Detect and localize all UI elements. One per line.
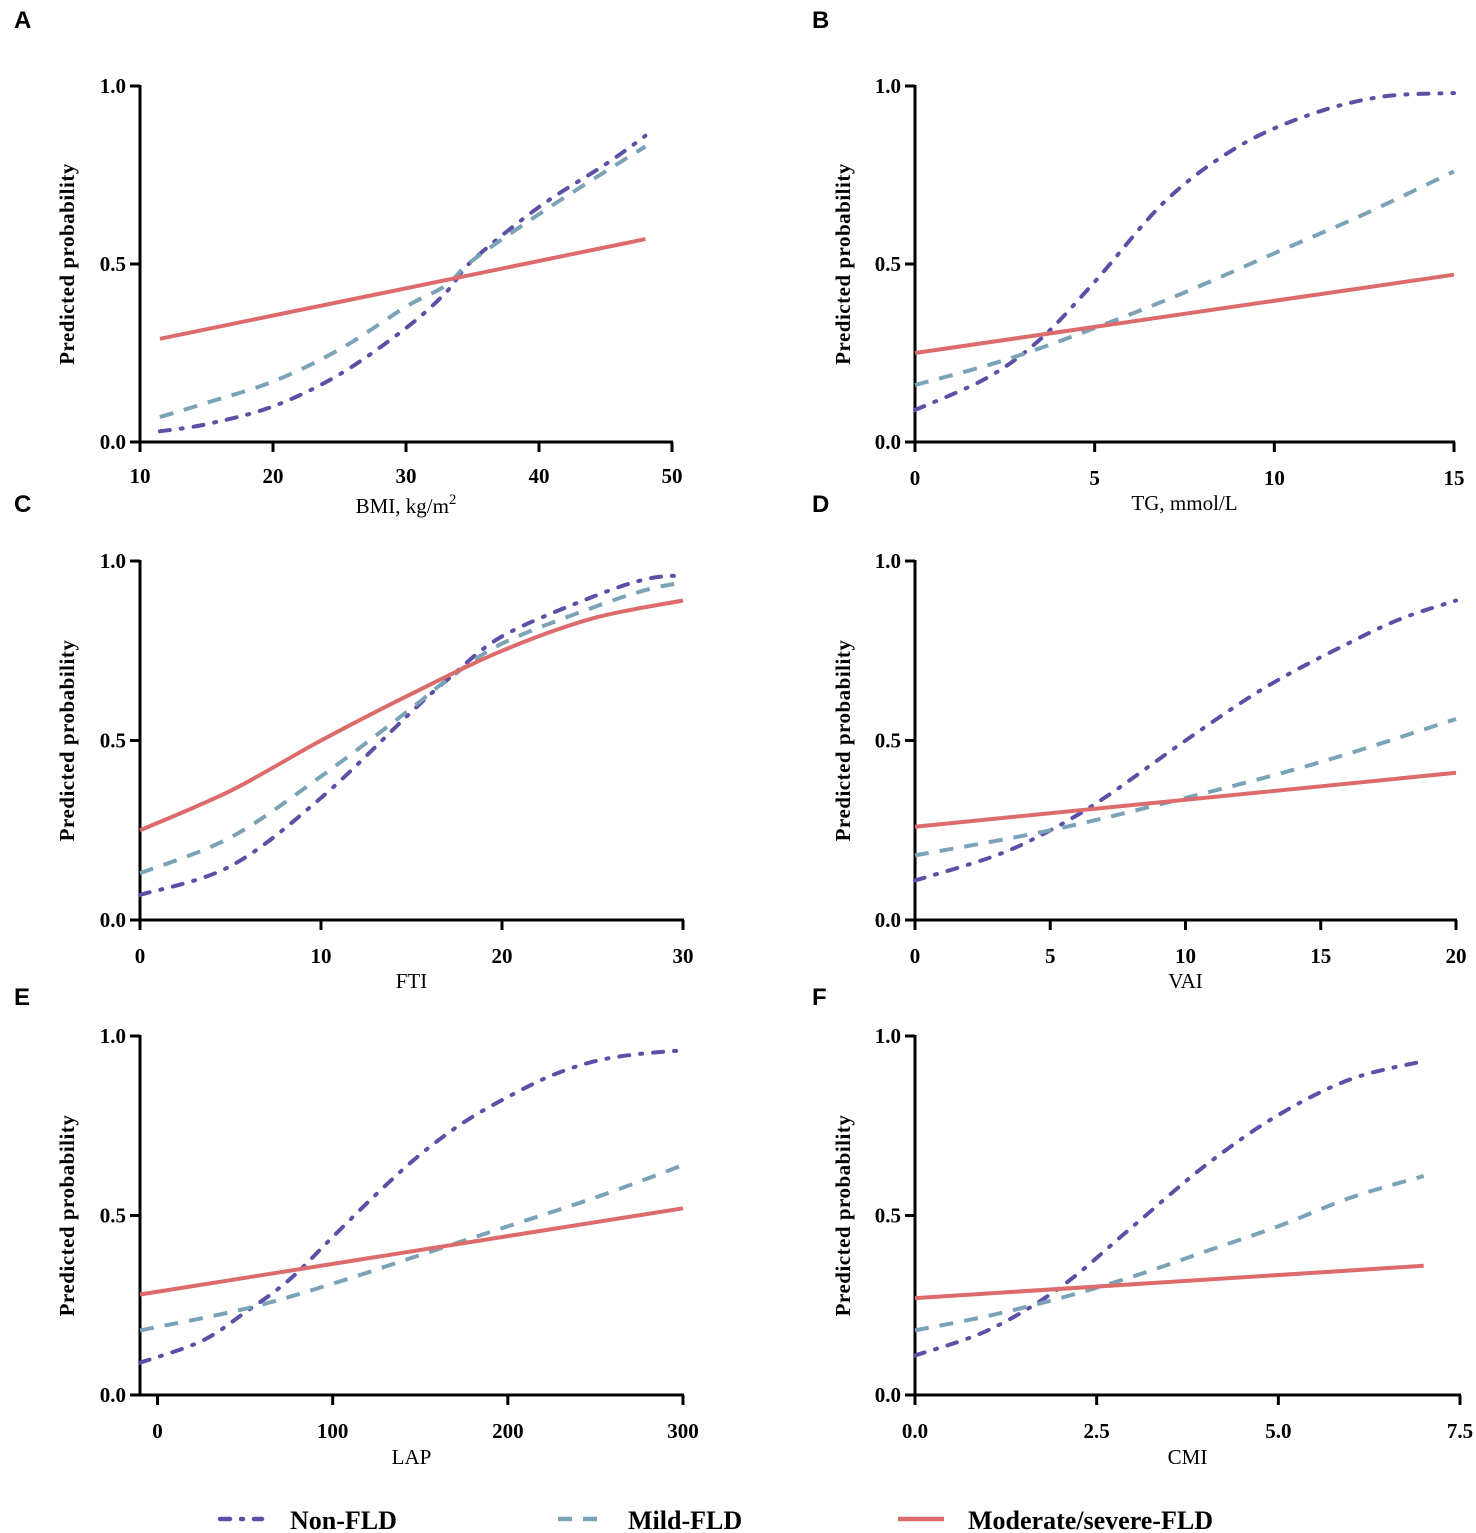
x-tick-label-b: 5: [1089, 466, 1100, 490]
y-tick-label-b: 0.5: [875, 252, 901, 276]
chart-panel-a: A Predicted probability 0.0 0.5 1.0 10 20 30 40 5…: [14, 7, 683, 518]
y-tick-label-c: 1.0: [100, 549, 126, 573]
x-axis-title-b: TG, mmol/L: [1131, 491, 1237, 515]
panel-letter-b: B: [812, 7, 829, 34]
x-tick-label-d: 10: [1175, 944, 1196, 968]
y-tick-label-b: 0.0: [875, 430, 901, 454]
x-tick-label-f: 5.0: [1265, 1419, 1291, 1443]
series-line-mild-fld-c: [139, 580, 684, 876]
x-tick-label-a: 10: [130, 464, 151, 488]
legend-label-mild-fld: Mild-FLD: [628, 1506, 742, 1533]
series-line-non-fld-a: [157, 133, 648, 434]
series-line-non-fld-b: [913, 91, 1456, 412]
series-line-moderate-severe-fld-a: [159, 237, 646, 341]
y-tick-label-a: 1.0: [100, 74, 126, 98]
panel-letter-d: D: [812, 491, 829, 518]
series-line-mild-fld-b: [914, 169, 1455, 387]
x-axis-title-superscript-a: 2: [449, 492, 457, 508]
series-line-mild-fld-e: [139, 1163, 684, 1333]
x-tick-label-f: 0.0: [902, 1419, 928, 1443]
series-line-non-fld-f: [913, 1059, 1426, 1358]
panel-letter-e: E: [14, 984, 30, 1011]
x-tick-label-a: 20: [263, 464, 284, 488]
x-tick-label-e: 100: [317, 1419, 349, 1443]
x-axis-title-a: BMI, kg/m2: [356, 492, 457, 518]
series-line-moderate-severe-fld-b: [914, 272, 1455, 355]
x-tick-label-b: 15: [1444, 466, 1465, 490]
y-tick-label-e: 0.0: [100, 1383, 126, 1407]
panel-letter-f: F: [812, 984, 827, 1011]
y-axis-title-a: Predicted probability: [55, 163, 79, 365]
y-axis-title-f: Predicted probability: [831, 1115, 855, 1317]
series-line-non-fld-c: [138, 573, 685, 897]
panel-letter-c: C: [14, 491, 31, 518]
y-axis-title-e: Predicted probability: [55, 1115, 79, 1317]
y-tick-label-c: 0.5: [100, 729, 126, 753]
series-line-moderate-severe-fld-e: [139, 1206, 684, 1297]
legend-item-non-fld: Non-FLD: [217, 1506, 397, 1533]
series-line-moderate-severe-fld-d: [914, 770, 1457, 829]
x-tick-label-c: 0: [135, 944, 146, 968]
x-tick-label-a: 30: [396, 464, 417, 488]
x-tick-label-d: 20: [1446, 944, 1467, 968]
y-tick-label-d: 0.5: [875, 729, 901, 753]
chart-panel-d: D Predicted probability 0.0 0.5 1.0 0 5 10 15 20 V…: [812, 491, 1467, 993]
chart-panel-e: E Predicted probability 0.0 0.5 1.0 0 100 200 30…: [14, 984, 699, 1469]
legend-item-mild-fld: Mild-FLD: [558, 1506, 742, 1533]
y-tick-label-f: 0.5: [875, 1204, 901, 1228]
y-tick-label-f: 1.0: [875, 1024, 901, 1048]
x-tick-label-d: 15: [1310, 944, 1331, 968]
y-tick-label-c: 0.0: [100, 908, 126, 932]
x-tick-label-f: 2.5: [1084, 1419, 1110, 1443]
legend: Non-FLD Mild-FLD Moderate/severe-FLD: [217, 1506, 1213, 1533]
series-line-mild-fld-a: [159, 144, 647, 420]
series-line-non-fld-d: [913, 598, 1458, 883]
y-axis-title-d: Predicted probability: [831, 640, 855, 842]
legend-item-moderate-severe-fld: Moderate/severe-FLD: [898, 1506, 1213, 1533]
x-tick-label-b: 10: [1264, 466, 1285, 490]
x-tick-label-e: 0: [152, 1419, 163, 1443]
y-tick-label-f: 0.0: [875, 1383, 901, 1407]
chart-panel-c: C Predicted probability 0.0 0.5 1.0 0 10 20 30 FT…: [14, 491, 694, 993]
y-tick-label-a: 0.0: [100, 430, 126, 454]
y-tick-label-e: 1.0: [100, 1024, 126, 1048]
series-line-moderate-severe-fld-f: [914, 1263, 1424, 1301]
x-tick-label-c: 20: [492, 944, 513, 968]
series-line-non-fld-e: [138, 1048, 685, 1365]
y-axis-title-b: Predicted probability: [831, 163, 855, 365]
x-axis-title-d: VAI: [1168, 969, 1203, 993]
y-tick-label-d: 1.0: [875, 549, 901, 573]
x-tick-label-d: 5: [1045, 944, 1056, 968]
x-tick-label-f: 7.5: [1447, 1419, 1473, 1443]
x-tick-label-b: 0: [910, 466, 921, 490]
x-tick-label-a: 40: [529, 464, 550, 488]
x-axis-title-f: CMI: [1168, 1445, 1208, 1469]
x-axis-title-e: LAP: [392, 1445, 432, 1469]
y-tick-label-d: 0.0: [875, 908, 901, 932]
legend-label-moderate-severe-fld: Moderate/severe-FLD: [968, 1506, 1213, 1533]
x-axis-title-c: FTI: [396, 969, 428, 993]
x-tick-label-e: 300: [667, 1419, 699, 1443]
x-tick-label-e: 200: [492, 1419, 524, 1443]
x-tick-label-d: 0: [910, 944, 921, 968]
y-axis-title-c: Predicted probability: [55, 640, 79, 842]
chart-panel-f: F Predicted probability 0.0 0.5 1.0 0.0 2.5 5.0…: [812, 984, 1473, 1469]
y-tick-label-a: 0.5: [100, 252, 126, 276]
x-tick-label-c: 30: [673, 944, 694, 968]
legend-label-non-fld: Non-FLD: [290, 1506, 397, 1533]
series-line-moderate-severe-fld-c: [139, 598, 684, 833]
chart-panel-b: B Predicted probability 0.0 0.5 1.0 0 5 10 15 TG,…: [812, 7, 1465, 515]
y-tick-label-b: 1.0: [875, 74, 901, 98]
y-tick-label-e: 0.5: [100, 1204, 126, 1228]
x-tick-label-a: 50: [662, 464, 683, 488]
series-line-mild-fld-f: [914, 1174, 1425, 1333]
x-tick-label-c: 10: [311, 944, 332, 968]
panel-letter-a: A: [14, 7, 31, 34]
